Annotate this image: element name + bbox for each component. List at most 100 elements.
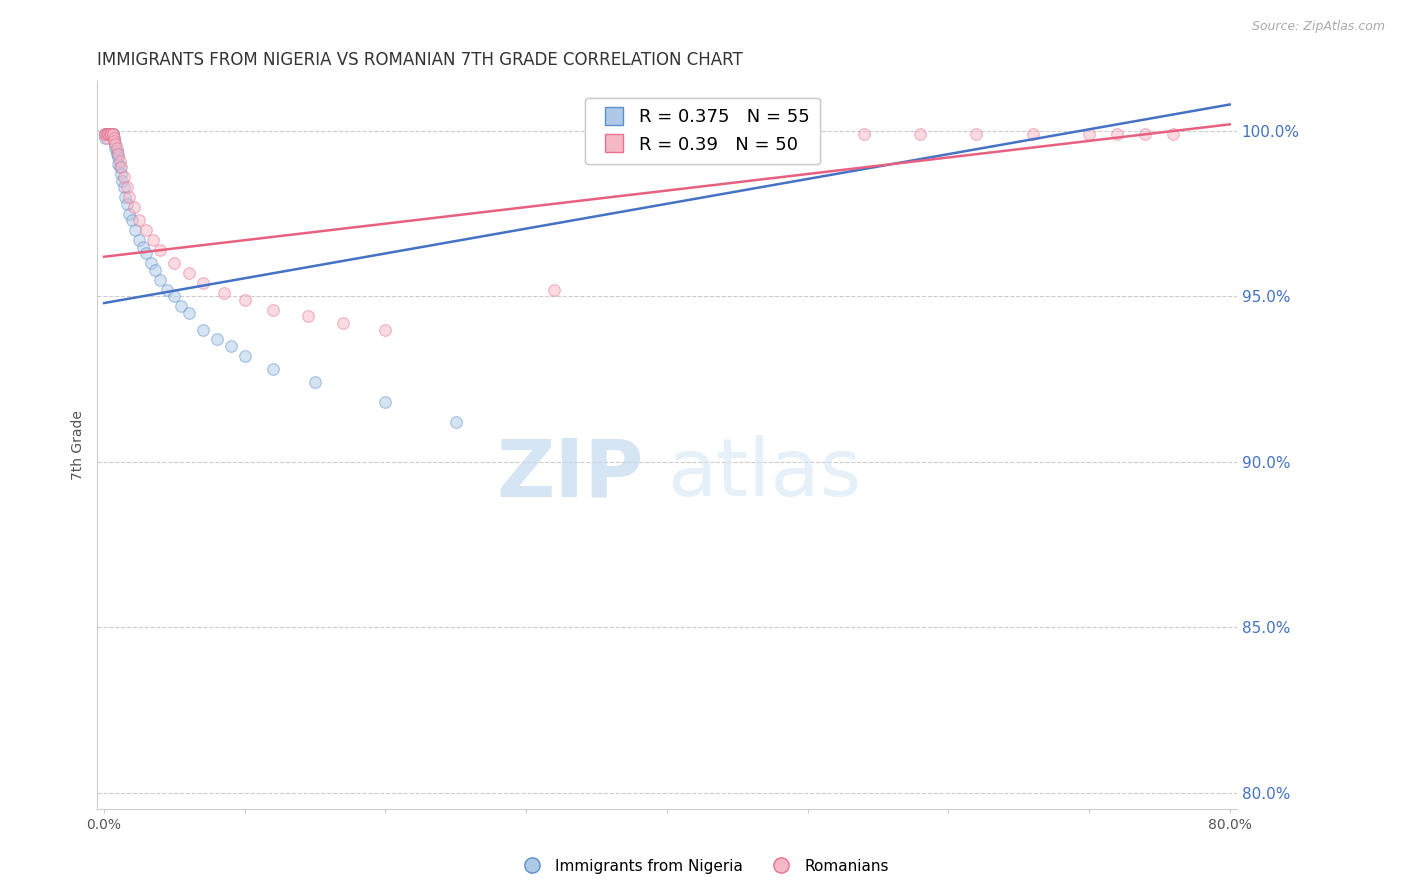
Point xyxy=(107,157,129,171)
Point xyxy=(97,128,120,142)
Point xyxy=(105,144,128,158)
Point xyxy=(98,128,121,142)
Point xyxy=(191,276,214,290)
Legend: Immigrants from Nigeria, Romanians: Immigrants from Nigeria, Romanians xyxy=(510,853,896,880)
Point xyxy=(262,362,284,376)
Point xyxy=(112,170,135,185)
Point xyxy=(101,128,124,142)
Point xyxy=(1107,128,1129,142)
Text: Source: ZipAtlas.com: Source: ZipAtlas.com xyxy=(1251,20,1385,33)
Point xyxy=(121,213,143,227)
Point xyxy=(852,128,875,142)
Legend: R = 0.375   N = 55, R = 0.39   N = 50: R = 0.375 N = 55, R = 0.39 N = 50 xyxy=(585,97,821,164)
Point xyxy=(115,196,138,211)
Y-axis label: 7th Grade: 7th Grade xyxy=(72,410,86,480)
Point xyxy=(135,223,157,237)
Point xyxy=(1163,128,1185,142)
Point xyxy=(105,147,128,161)
Point xyxy=(122,200,145,214)
Point xyxy=(212,286,235,301)
Point xyxy=(205,333,228,347)
Point xyxy=(98,128,121,142)
Point xyxy=(97,128,120,142)
Point xyxy=(100,128,122,142)
Point xyxy=(796,128,818,142)
Point xyxy=(94,128,117,142)
Point xyxy=(108,153,131,168)
Point xyxy=(163,256,186,270)
Point xyxy=(374,395,396,409)
Point xyxy=(143,263,166,277)
Point xyxy=(97,128,120,142)
Point xyxy=(124,223,146,237)
Point xyxy=(105,140,128,154)
Point xyxy=(114,190,136,204)
Point xyxy=(96,128,118,142)
Point xyxy=(98,128,121,142)
Point xyxy=(1078,128,1101,142)
Point xyxy=(110,161,132,175)
Point xyxy=(118,190,141,204)
Point xyxy=(683,128,706,142)
Point xyxy=(233,349,256,363)
Point xyxy=(219,339,242,353)
Point xyxy=(100,128,122,142)
Point xyxy=(100,128,122,142)
Point xyxy=(94,128,117,142)
Text: atlas: atlas xyxy=(666,435,862,514)
Point xyxy=(104,137,127,152)
Point xyxy=(543,283,565,297)
Point xyxy=(110,167,132,181)
Point xyxy=(101,128,124,142)
Point xyxy=(132,240,155,254)
Point xyxy=(107,151,129,165)
Point xyxy=(96,128,118,142)
Point xyxy=(97,128,120,142)
Point xyxy=(156,283,179,297)
Point xyxy=(98,128,121,142)
Point xyxy=(297,310,319,324)
Point xyxy=(374,322,396,336)
Point xyxy=(1022,128,1045,142)
Point xyxy=(444,415,467,429)
Point xyxy=(103,134,125,148)
Point xyxy=(103,130,125,145)
Point xyxy=(94,128,117,142)
Text: ZIP: ZIP xyxy=(496,435,644,514)
Point xyxy=(177,266,200,280)
Point xyxy=(118,207,141,221)
Text: IMMIGRANTS FROM NIGERIA VS ROMANIAN 7TH GRADE CORRELATION CHART: IMMIGRANTS FROM NIGERIA VS ROMANIAN 7TH … xyxy=(97,51,742,69)
Point xyxy=(103,134,125,148)
Point xyxy=(101,128,124,142)
Point xyxy=(111,173,134,187)
Point xyxy=(191,322,214,336)
Point xyxy=(170,299,193,313)
Point xyxy=(740,128,762,142)
Point xyxy=(108,161,131,175)
Point xyxy=(97,128,120,142)
Point xyxy=(177,306,200,320)
Point xyxy=(139,256,162,270)
Point xyxy=(135,246,157,260)
Point xyxy=(96,128,118,142)
Point xyxy=(96,130,118,145)
Point xyxy=(233,293,256,307)
Point xyxy=(100,128,122,142)
Point xyxy=(104,137,127,152)
Point xyxy=(94,130,117,145)
Point xyxy=(142,233,165,247)
Point xyxy=(304,376,326,390)
Point xyxy=(100,128,122,142)
Point xyxy=(908,128,931,142)
Point xyxy=(107,147,129,161)
Point xyxy=(128,233,150,247)
Point xyxy=(96,128,118,142)
Point xyxy=(965,128,987,142)
Point xyxy=(262,302,284,317)
Point xyxy=(128,213,150,227)
Point xyxy=(115,180,138,194)
Point xyxy=(149,243,172,257)
Point xyxy=(104,140,127,154)
Point xyxy=(332,316,354,330)
Point xyxy=(112,180,135,194)
